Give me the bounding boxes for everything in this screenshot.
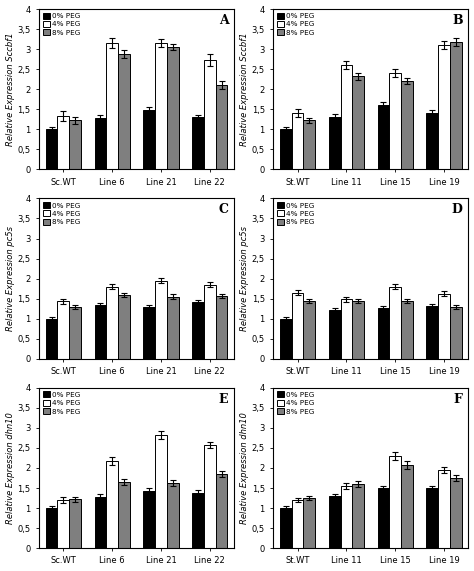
Bar: [438, 294, 450, 359]
Bar: [118, 482, 130, 548]
Bar: [401, 81, 413, 169]
Bar: [106, 461, 118, 548]
Bar: [144, 110, 155, 169]
Bar: [303, 120, 315, 169]
Bar: [69, 499, 81, 548]
Bar: [389, 456, 401, 548]
Bar: [303, 300, 315, 359]
Legend: 0% PEG, 4% PEG, 8% PEG: 0% PEG, 4% PEG, 8% PEG: [275, 200, 316, 227]
Bar: [450, 307, 462, 359]
Y-axis label: Relative Expression Sccbf1: Relative Expression Sccbf1: [6, 33, 15, 146]
Bar: [204, 445, 216, 548]
Bar: [427, 488, 438, 548]
Bar: [352, 484, 364, 548]
Bar: [192, 117, 204, 169]
Bar: [401, 301, 413, 359]
Bar: [352, 77, 364, 169]
Bar: [450, 42, 462, 169]
Y-axis label: Relative Expression pc5s: Relative Expression pc5s: [240, 226, 249, 331]
Bar: [57, 500, 69, 548]
Bar: [118, 295, 130, 359]
Bar: [329, 310, 340, 359]
Legend: 0% PEG, 4% PEG, 8% PEG: 0% PEG, 4% PEG, 8% PEG: [41, 390, 82, 416]
Bar: [106, 287, 118, 359]
Bar: [292, 500, 303, 548]
Bar: [280, 508, 292, 548]
Bar: [450, 478, 462, 548]
Y-axis label: Relative Expression pc5s: Relative Expression pc5s: [6, 226, 15, 331]
Bar: [204, 61, 216, 169]
Bar: [438, 470, 450, 548]
Bar: [95, 497, 106, 548]
Bar: [427, 113, 438, 169]
Bar: [292, 113, 303, 169]
Bar: [106, 43, 118, 169]
Bar: [292, 292, 303, 359]
Bar: [427, 306, 438, 359]
Bar: [167, 483, 179, 548]
Bar: [204, 284, 216, 359]
Bar: [340, 299, 352, 359]
Bar: [389, 73, 401, 169]
Bar: [280, 129, 292, 169]
Bar: [389, 287, 401, 359]
Bar: [378, 105, 389, 169]
Legend: 0% PEG, 4% PEG, 8% PEG: 0% PEG, 4% PEG, 8% PEG: [275, 11, 316, 37]
Bar: [167, 296, 179, 359]
Bar: [329, 117, 340, 169]
Bar: [155, 435, 167, 548]
Bar: [438, 45, 450, 169]
Bar: [46, 508, 57, 548]
Bar: [216, 474, 228, 548]
Bar: [144, 491, 155, 548]
Legend: 0% PEG, 4% PEG, 8% PEG: 0% PEG, 4% PEG, 8% PEG: [275, 390, 316, 416]
Bar: [155, 43, 167, 169]
Y-axis label: Relative Expression Sccbf1: Relative Expression Sccbf1: [240, 33, 249, 146]
Text: B: B: [452, 14, 463, 27]
Text: D: D: [452, 203, 463, 216]
Bar: [352, 301, 364, 359]
Y-axis label: Relative Expression dhn10: Relative Expression dhn10: [6, 412, 15, 524]
Bar: [69, 120, 81, 169]
Legend: 0% PEG, 4% PEG, 8% PEG: 0% PEG, 4% PEG, 8% PEG: [41, 11, 82, 37]
Bar: [69, 307, 81, 359]
Legend: 0% PEG, 4% PEG, 8% PEG: 0% PEG, 4% PEG, 8% PEG: [41, 200, 82, 227]
Bar: [329, 496, 340, 548]
Bar: [57, 116, 69, 169]
Bar: [340, 486, 352, 548]
Bar: [401, 465, 413, 548]
Bar: [280, 319, 292, 359]
Text: C: C: [219, 203, 228, 216]
Bar: [378, 308, 389, 359]
Text: E: E: [219, 393, 228, 405]
Bar: [216, 296, 228, 359]
Text: A: A: [219, 14, 228, 27]
Bar: [95, 304, 106, 359]
Bar: [57, 301, 69, 359]
Bar: [95, 118, 106, 169]
Bar: [192, 493, 204, 548]
Bar: [378, 488, 389, 548]
Bar: [46, 129, 57, 169]
Bar: [167, 47, 179, 169]
Bar: [216, 85, 228, 169]
Bar: [155, 280, 167, 359]
Bar: [192, 302, 204, 359]
Bar: [46, 319, 57, 359]
Bar: [144, 307, 155, 359]
Bar: [303, 498, 315, 548]
Text: F: F: [454, 393, 463, 405]
Y-axis label: Relative Expression dhn10: Relative Expression dhn10: [240, 412, 249, 524]
Bar: [340, 65, 352, 169]
Bar: [118, 54, 130, 169]
